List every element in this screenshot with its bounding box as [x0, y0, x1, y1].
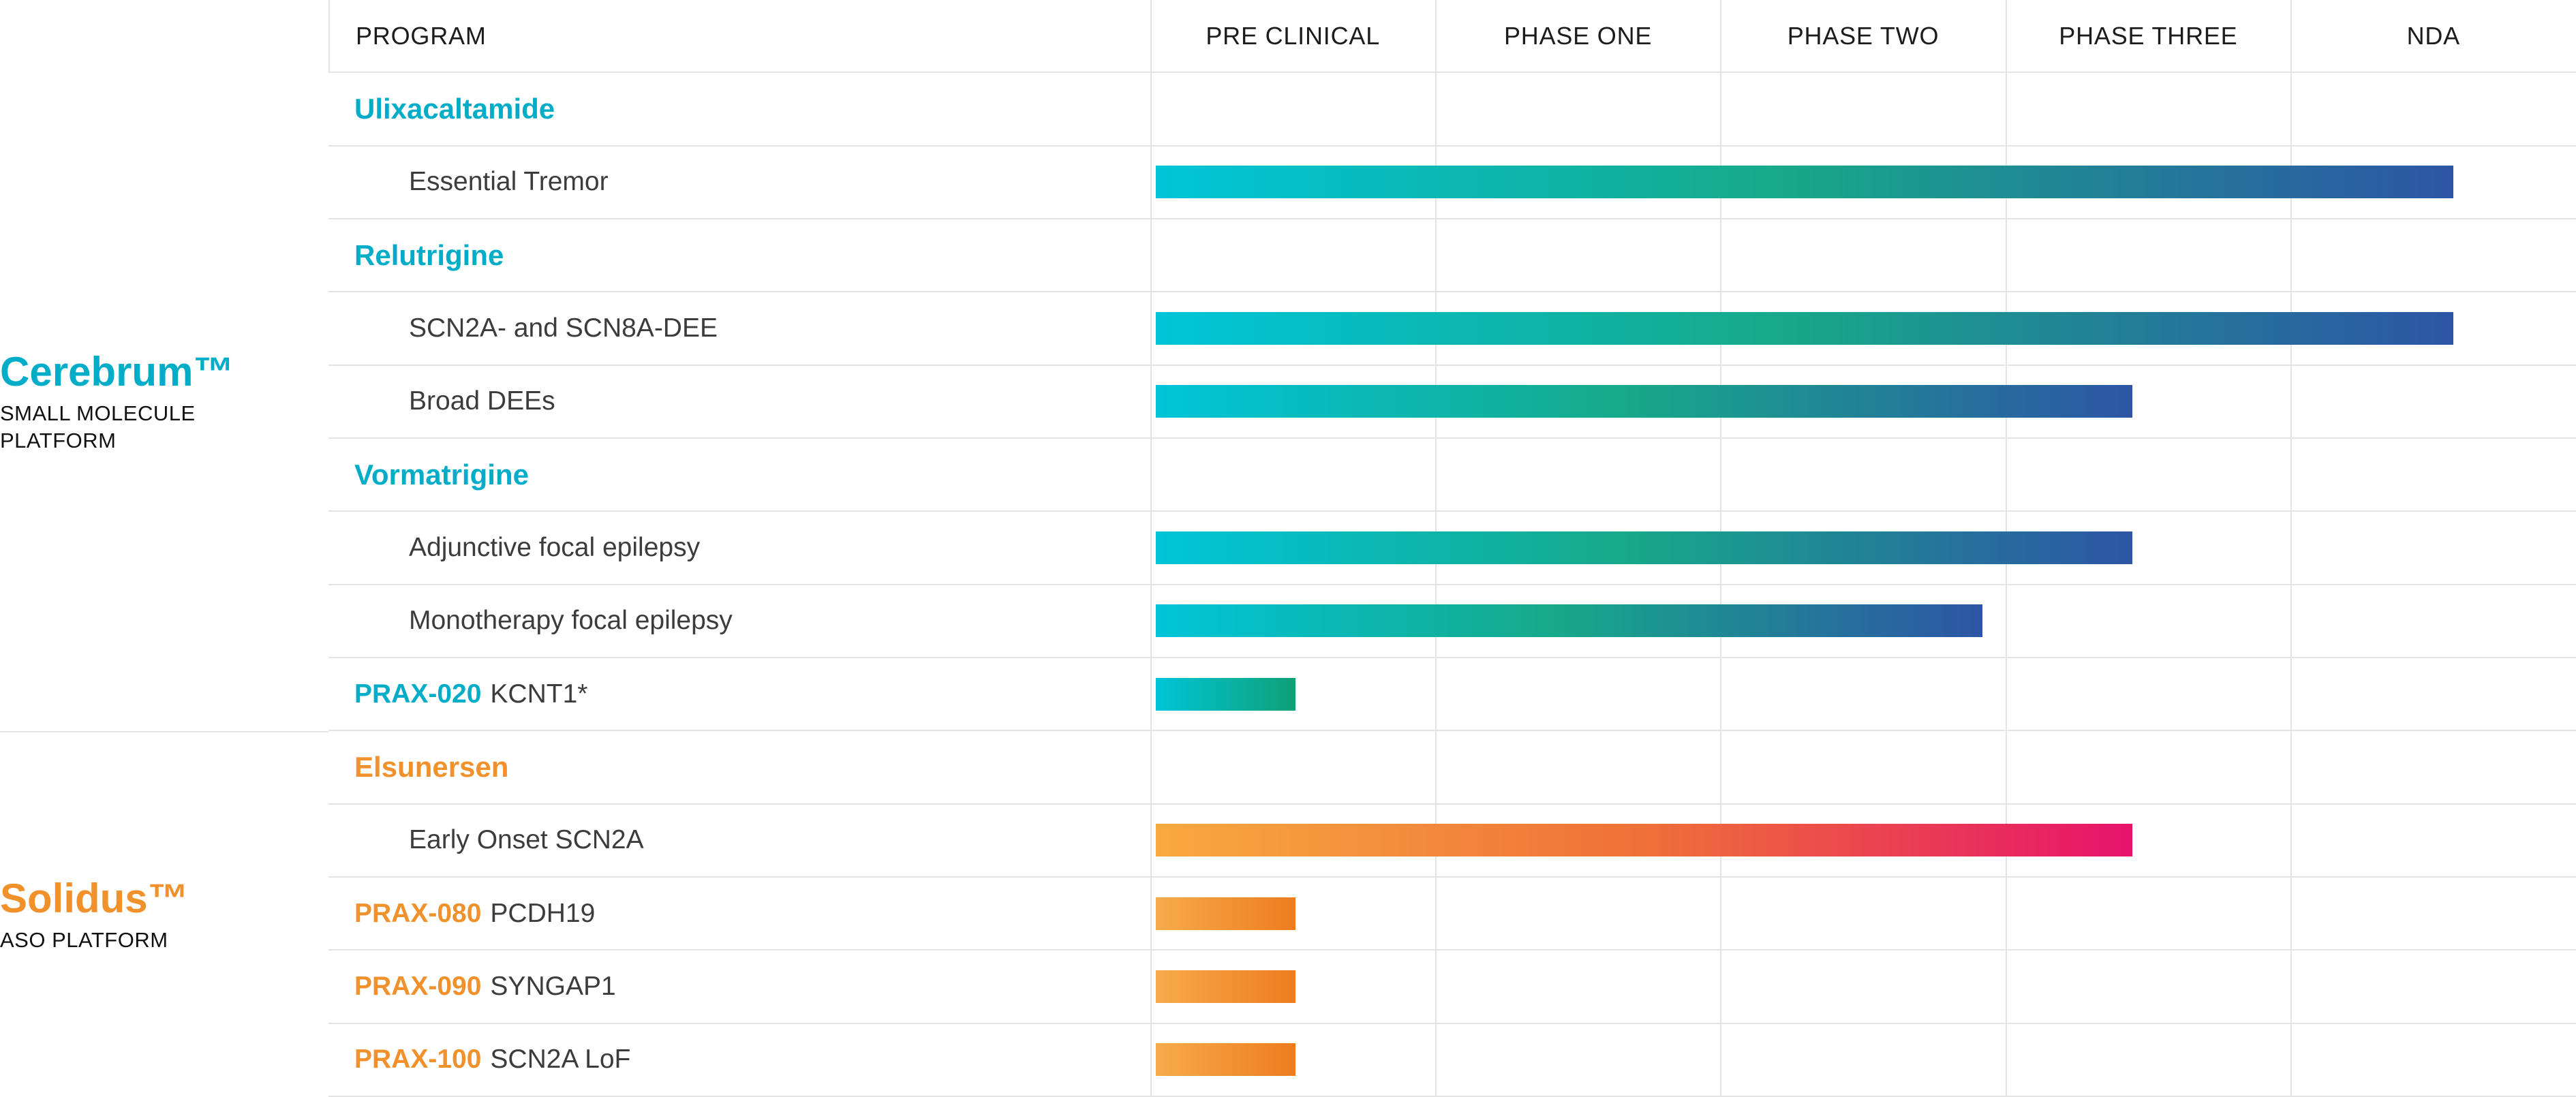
indication-row: Monotherapy focal epilepsy [328, 585, 1150, 658]
progress-bar [1156, 677, 1295, 711]
prax-code: PRAX-100 [354, 1045, 482, 1075]
indication-row: Adjunctive focal epilepsy [328, 512, 1150, 585]
column-header-phase-three: PHASE THREE [2006, 0, 2291, 74]
column-header-nda: NDA [2290, 0, 2576, 74]
phase-track [1150, 1024, 2576, 1097]
indication-label: SCN2A- and SCN8A-DEE [409, 313, 718, 343]
prax-code: PRAX-090 [354, 971, 482, 1001]
platform-cerebrum: Cerebrum™ SMALL MOLECULE PLATFORM [0, 73, 328, 731]
phase-track [1150, 292, 2576, 366]
prax-target: PCDH19 [490, 898, 596, 928]
prax-target: KCNT1* [490, 679, 588, 709]
platform-solidus: Solidus™ ASO PLATFORM [0, 731, 328, 1097]
platform-name: Solidus™ [0, 875, 189, 921]
program-group-row: Elsunersen [328, 731, 1150, 805]
header-spacer [0, 0, 328, 73]
phase-track [1150, 658, 2576, 732]
prax-code: PRAX-080 [354, 898, 482, 928]
phase-track [1150, 73, 2576, 146]
indication-label: Essential Tremor [409, 167, 609, 197]
prax-row: PRAX-090 SYNGAP1 [328, 951, 1150, 1024]
phase-track [1150, 585, 2576, 658]
prax-row: PRAX-020 KCNT1* [328, 658, 1150, 732]
prax-row: PRAX-100 SCN2A LoF [328, 1024, 1150, 1097]
indication-row: SCN2A- and SCN8A-DEE [328, 292, 1150, 366]
program-group-label: Vormatrigine [354, 458, 529, 491]
indication-row: Broad DEEs [328, 366, 1150, 439]
phase-track [1150, 805, 2576, 878]
phase-track [1150, 219, 2576, 293]
phase-track [1150, 878, 2576, 951]
phase-track [1150, 146, 2576, 219]
program-group-row: Vormatrigine [328, 439, 1150, 512]
platform-subtitle: SMALL MOLECULE PLATFORM [0, 401, 196, 453]
indication-label: Broad DEEs [409, 386, 555, 416]
column-header-program: PROGRAM [328, 0, 1150, 74]
column-header-phase-two: PHASE TWO [1720, 0, 2006, 74]
progress-bar [1156, 897, 1295, 930]
progress-bar [1156, 166, 2453, 199]
indication-row: Essential Tremor [328, 146, 1150, 219]
program-group-label: Elsunersen [354, 750, 509, 783]
phase-track [1150, 439, 2576, 512]
indication-label: Early Onset SCN2A [409, 825, 644, 855]
progress-bar [1156, 311, 2453, 345]
phase-track [1150, 512, 2576, 585]
progress-bar [1156, 970, 1295, 1003]
prax-row: PRAX-080 PCDH19 [328, 878, 1150, 951]
program-group-label: Relutrigine [354, 238, 504, 271]
program-group-row: Ulixacaltamide [328, 73, 1150, 146]
indication-row: Early Onset SCN2A [328, 805, 1150, 878]
indication-label: Adjunctive focal epilepsy [409, 532, 701, 562]
phase-track [1150, 731, 2576, 805]
phase-track [1150, 951, 2576, 1024]
prax-target: SCN2A LoF [490, 1045, 631, 1075]
progress-bar [1156, 385, 2132, 418]
phase-track [1150, 366, 2576, 439]
platform-subtitle: ASO PLATFORM [0, 927, 168, 952]
column-header-pre-clinical: PRE CLINICAL [1150, 0, 1436, 74]
program-group-label: Ulixacaltamide [354, 92, 555, 125]
column-header-phase-one: PHASE ONE [1435, 0, 1721, 74]
progress-bar [1156, 531, 2132, 564]
progress-bar [1156, 824, 2132, 857]
progress-bar [1156, 1043, 1295, 1077]
platform-name: Cerebrum™ [0, 349, 234, 395]
prax-target: SYNGAP1 [490, 971, 616, 1001]
indication-label: Monotherapy focal epilepsy [409, 606, 733, 636]
prax-code: PRAX-020 [354, 679, 482, 709]
grid-line-vertical [2290, 0, 2292, 1097]
grid-line-vertical [1150, 0, 1152, 1097]
progress-bar [1156, 604, 1983, 638]
program-group-row: Relutrigine [328, 219, 1150, 293]
